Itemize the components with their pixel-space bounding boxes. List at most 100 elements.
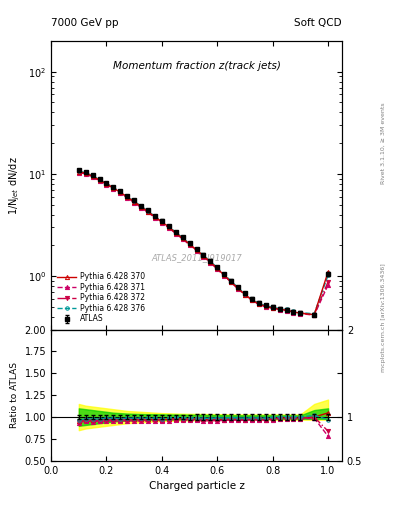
Pythia 6.428 376 xyxy=(326,272,331,279)
Pythia 6.428 376 xyxy=(194,246,199,252)
Pythia 6.428 372 xyxy=(250,297,254,303)
Pythia 6.428 376 xyxy=(257,300,261,306)
Pythia 6.428 371 xyxy=(76,169,81,176)
Pythia 6.428 371 xyxy=(298,311,303,317)
Pythia 6.428 376 xyxy=(291,308,296,314)
Pythia 6.428 371 xyxy=(173,230,178,237)
Pythia 6.428 371 xyxy=(160,220,164,226)
Pythia 6.428 371 xyxy=(167,225,171,231)
Pythia 6.428 376 xyxy=(160,218,164,224)
Pythia 6.428 370 xyxy=(146,208,151,215)
Line: Pythia 6.428 370: Pythia 6.428 370 xyxy=(77,169,330,317)
Pythia 6.428 376 xyxy=(152,213,157,219)
Pythia 6.428 370 xyxy=(194,247,199,253)
Pythia 6.428 376 xyxy=(180,234,185,241)
Pythia 6.428 376 xyxy=(139,203,143,209)
Y-axis label: Ratio to ATLAS: Ratio to ATLAS xyxy=(10,362,19,428)
Pythia 6.428 371 xyxy=(263,304,268,310)
Pythia 6.428 370 xyxy=(270,305,275,311)
Pythia 6.428 370 xyxy=(312,312,317,318)
Pythia 6.428 376 xyxy=(250,296,254,302)
Pythia 6.428 372 xyxy=(201,253,206,259)
Pythia 6.428 370 xyxy=(167,224,171,230)
Pythia 6.428 370 xyxy=(180,235,185,241)
Pythia 6.428 371 xyxy=(250,297,254,304)
Text: ATLAS_2011_I919017: ATLAS_2011_I919017 xyxy=(151,253,242,262)
Pythia 6.428 370 xyxy=(173,230,178,236)
Pythia 6.428 372 xyxy=(104,181,109,187)
Pythia 6.428 370 xyxy=(76,169,81,175)
Pythia 6.428 370 xyxy=(160,219,164,225)
Pythia 6.428 370 xyxy=(83,170,88,176)
Pythia 6.428 371 xyxy=(97,178,102,184)
Pythia 6.428 370 xyxy=(215,265,220,271)
Pythia 6.428 372 xyxy=(194,247,199,253)
Text: mcplots.cern.ch [arXiv:1306.3436]: mcplots.cern.ch [arXiv:1306.3436] xyxy=(381,263,386,372)
Pythia 6.428 370 xyxy=(208,259,213,265)
Pythia 6.428 370 xyxy=(242,291,247,297)
Pythia 6.428 376 xyxy=(242,291,247,297)
Pythia 6.428 372 xyxy=(173,230,178,237)
Pythia 6.428 372 xyxy=(291,309,296,315)
Pythia 6.428 372 xyxy=(187,242,192,248)
Pythia 6.428 371 xyxy=(104,182,109,188)
Pythia 6.428 371 xyxy=(132,200,136,206)
Pythia 6.428 372 xyxy=(180,236,185,242)
Pythia 6.428 372 xyxy=(277,306,282,312)
Pythia 6.428 376 xyxy=(201,252,206,259)
Pythia 6.428 370 xyxy=(118,189,123,196)
Pythia 6.428 372 xyxy=(270,305,275,311)
Pythia 6.428 372 xyxy=(111,185,116,191)
Pythia 6.428 376 xyxy=(229,278,233,284)
Pythia 6.428 371 xyxy=(83,171,88,177)
Pythia 6.428 370 xyxy=(250,297,254,303)
Pythia 6.428 372 xyxy=(125,194,130,200)
Pythia 6.428 376 xyxy=(173,229,178,236)
Pythia 6.428 376 xyxy=(111,184,116,190)
Pythia 6.428 372 xyxy=(90,174,95,180)
Pythia 6.428 371 xyxy=(125,195,130,201)
Text: 7000 GeV pp: 7000 GeV pp xyxy=(51,18,119,28)
Pythia 6.428 376 xyxy=(90,173,95,179)
Pythia 6.428 371 xyxy=(194,247,199,253)
Pythia 6.428 376 xyxy=(146,208,151,214)
Pythia 6.428 370 xyxy=(132,199,136,205)
Pythia 6.428 370 xyxy=(125,194,130,200)
Pythia 6.428 370 xyxy=(222,272,226,279)
Pythia 6.428 371 xyxy=(229,279,233,285)
Pythia 6.428 372 xyxy=(257,301,261,307)
Pythia 6.428 376 xyxy=(125,194,130,200)
Pythia 6.428 371 xyxy=(118,190,123,196)
Pythia 6.428 370 xyxy=(277,306,282,312)
Pythia 6.428 371 xyxy=(326,282,331,288)
X-axis label: Charged particle z: Charged particle z xyxy=(149,481,244,491)
Pythia 6.428 370 xyxy=(90,173,95,179)
Pythia 6.428 376 xyxy=(83,169,88,176)
Pythia 6.428 370 xyxy=(291,309,296,315)
Pythia 6.428 370 xyxy=(152,214,157,220)
Line: Pythia 6.428 372: Pythia 6.428 372 xyxy=(77,170,330,317)
Pythia 6.428 376 xyxy=(187,241,192,247)
Pythia 6.428 371 xyxy=(187,242,192,248)
Pythia 6.428 371 xyxy=(257,301,261,307)
Pythia 6.428 371 xyxy=(146,209,151,216)
Pythia 6.428 376 xyxy=(222,271,226,278)
Pythia 6.428 372 xyxy=(146,209,151,215)
Pythia 6.428 371 xyxy=(270,305,275,311)
Pythia 6.428 370 xyxy=(263,304,268,310)
Y-axis label: 1/N$_{jet}$ dN/dz: 1/N$_{jet}$ dN/dz xyxy=(8,156,22,215)
Pythia 6.428 372 xyxy=(167,224,171,230)
Pythia 6.428 372 xyxy=(76,169,81,175)
Pythia 6.428 370 xyxy=(201,253,206,259)
Pythia 6.428 371 xyxy=(277,307,282,313)
Pythia 6.428 372 xyxy=(326,279,331,285)
Pythia 6.428 376 xyxy=(236,285,241,291)
Line: Pythia 6.428 371: Pythia 6.428 371 xyxy=(77,170,330,317)
Pythia 6.428 371 xyxy=(208,260,213,266)
Pythia 6.428 371 xyxy=(222,273,226,279)
Pythia 6.428 372 xyxy=(263,304,268,310)
Line: Pythia 6.428 376: Pythia 6.428 376 xyxy=(77,169,330,315)
Pythia 6.428 372 xyxy=(312,312,317,318)
Text: Momentum fraction z(track jets): Momentum fraction z(track jets) xyxy=(112,61,281,71)
Pythia 6.428 376 xyxy=(104,180,109,186)
